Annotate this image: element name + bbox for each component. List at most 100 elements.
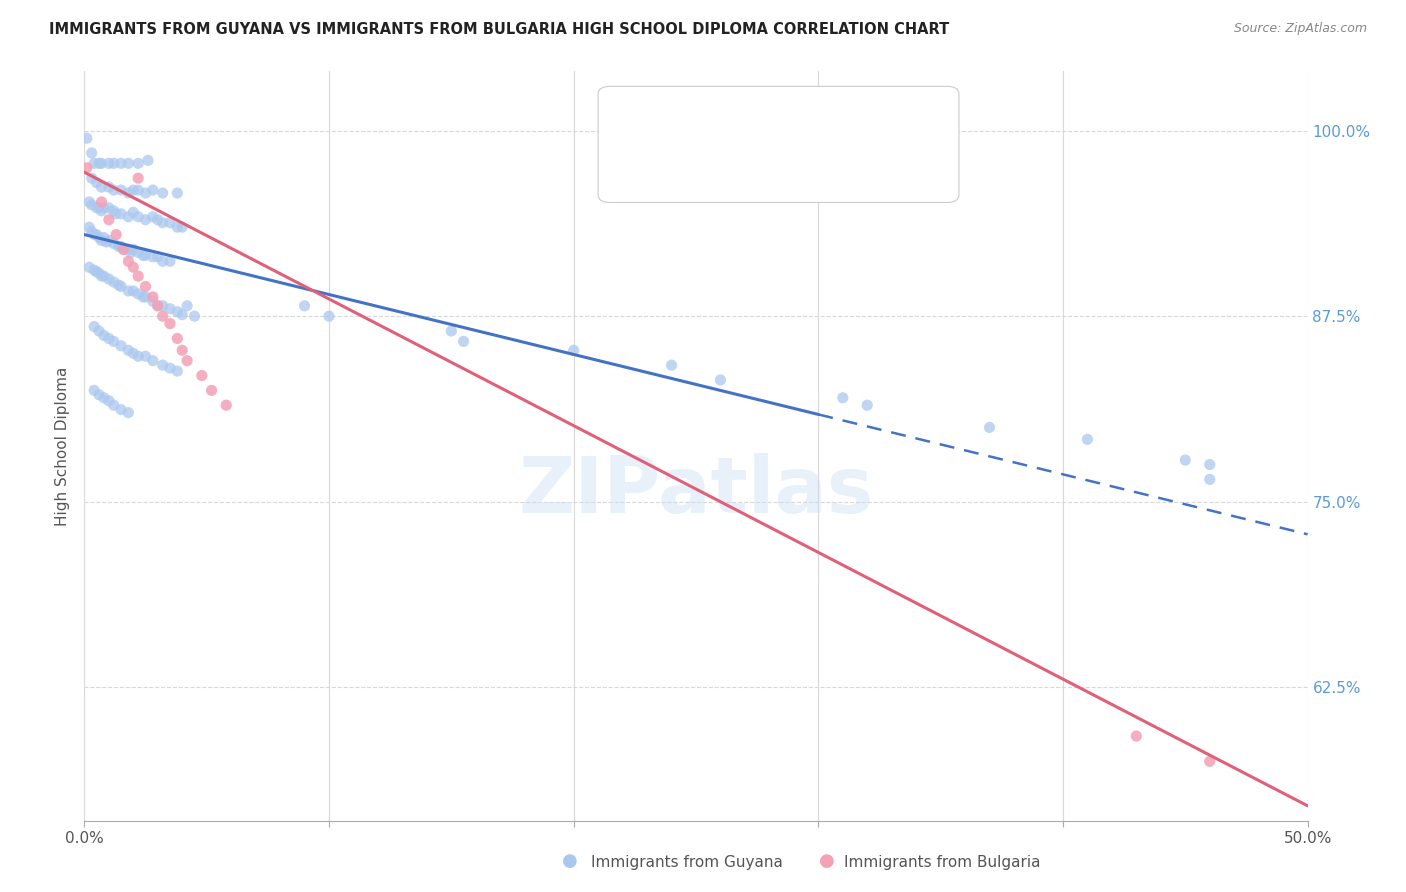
Point	[146, 250, 169, 264]
Point	[152, 299, 174, 313]
Point	[152, 254, 174, 268]
Point	[146, 299, 169, 313]
Point	[135, 349, 157, 363]
Text: Immigrants from Guyana: Immigrants from Guyana	[591, 855, 782, 870]
Point	[110, 207, 132, 221]
Point	[83, 263, 105, 277]
Point	[453, 334, 475, 349]
Point	[135, 212, 157, 227]
Point	[107, 239, 129, 253]
Point	[87, 324, 110, 338]
Point	[90, 156, 112, 170]
Point	[142, 250, 165, 264]
Point	[152, 309, 174, 323]
Point	[120, 245, 142, 260]
Point	[166, 304, 188, 318]
Point	[97, 156, 120, 170]
Point	[103, 398, 125, 412]
Point	[172, 308, 194, 322]
Point	[97, 201, 120, 215]
Point	[110, 279, 132, 293]
Point	[132, 290, 155, 304]
Point	[103, 275, 125, 289]
Point	[142, 294, 165, 309]
Point	[122, 243, 145, 257]
Point	[146, 299, 169, 313]
Point	[176, 353, 198, 368]
Text: IMMIGRANTS FROM GUYANA VS IMMIGRANTS FROM BULGARIA HIGH SCHOOL DIPLOMA CORRELATI: IMMIGRANTS FROM GUYANA VS IMMIGRANTS FRO…	[49, 22, 949, 37]
Point	[76, 131, 98, 145]
Point	[87, 201, 110, 215]
Point	[103, 203, 125, 218]
Point	[117, 284, 139, 298]
Point	[90, 234, 112, 248]
Point	[1198, 472, 1220, 486]
Point	[152, 216, 174, 230]
Point	[110, 239, 132, 253]
Point	[83, 227, 105, 242]
Point	[159, 361, 181, 376]
Point	[831, 391, 853, 405]
Point	[122, 284, 145, 298]
Point	[142, 210, 165, 224]
Point	[159, 317, 181, 331]
Point	[77, 220, 100, 235]
Point	[152, 358, 174, 372]
Point	[83, 319, 105, 334]
Point	[112, 243, 135, 257]
Point	[110, 156, 132, 170]
Point	[122, 346, 145, 360]
Point	[87, 266, 110, 280]
Text: ●: ●	[818, 852, 835, 870]
Point	[166, 220, 188, 235]
Text: ●: ●	[561, 852, 578, 870]
Point	[77, 260, 100, 275]
Point	[136, 153, 159, 168]
Point	[1174, 453, 1197, 467]
Point	[93, 269, 115, 284]
Point	[112, 243, 135, 257]
Point	[709, 373, 731, 387]
Point	[979, 420, 1001, 434]
Point	[117, 343, 139, 358]
Point	[107, 278, 129, 293]
Point	[440, 324, 463, 338]
Point	[159, 254, 181, 268]
Point	[83, 156, 105, 170]
Point	[110, 183, 132, 197]
Point	[856, 398, 879, 412]
Point	[166, 186, 188, 200]
Point	[97, 234, 120, 248]
Point	[93, 230, 115, 244]
Point	[152, 186, 174, 200]
Point	[159, 216, 181, 230]
Point	[142, 353, 165, 368]
Point	[80, 145, 103, 160]
Y-axis label: High School Diploma: High School Diploma	[55, 367, 70, 525]
Text: Immigrants from Bulgaria: Immigrants from Bulgaria	[844, 855, 1040, 870]
Point	[146, 212, 169, 227]
Point	[1198, 754, 1220, 768]
Point	[135, 248, 157, 262]
Point	[76, 161, 98, 175]
Point	[142, 183, 165, 197]
Point	[176, 299, 198, 313]
Point	[97, 331, 120, 345]
Point	[80, 198, 103, 212]
Legend: R = -0.360   N = 115, R = -0.860   N =  22: R = -0.360 N = 115, R = -0.860 N = 22	[706, 91, 938, 158]
Point	[172, 220, 194, 235]
Point	[90, 269, 112, 284]
Point	[294, 299, 316, 313]
Point	[135, 186, 157, 200]
Point	[105, 207, 128, 221]
Point	[562, 343, 585, 358]
Point	[86, 265, 108, 279]
Point	[83, 384, 105, 398]
Text: ZIPatlas: ZIPatlas	[519, 453, 873, 529]
Point	[191, 368, 214, 383]
Point	[159, 301, 181, 316]
Point	[661, 358, 683, 372]
Point	[127, 156, 149, 170]
Point	[87, 230, 110, 244]
Point	[215, 398, 238, 412]
